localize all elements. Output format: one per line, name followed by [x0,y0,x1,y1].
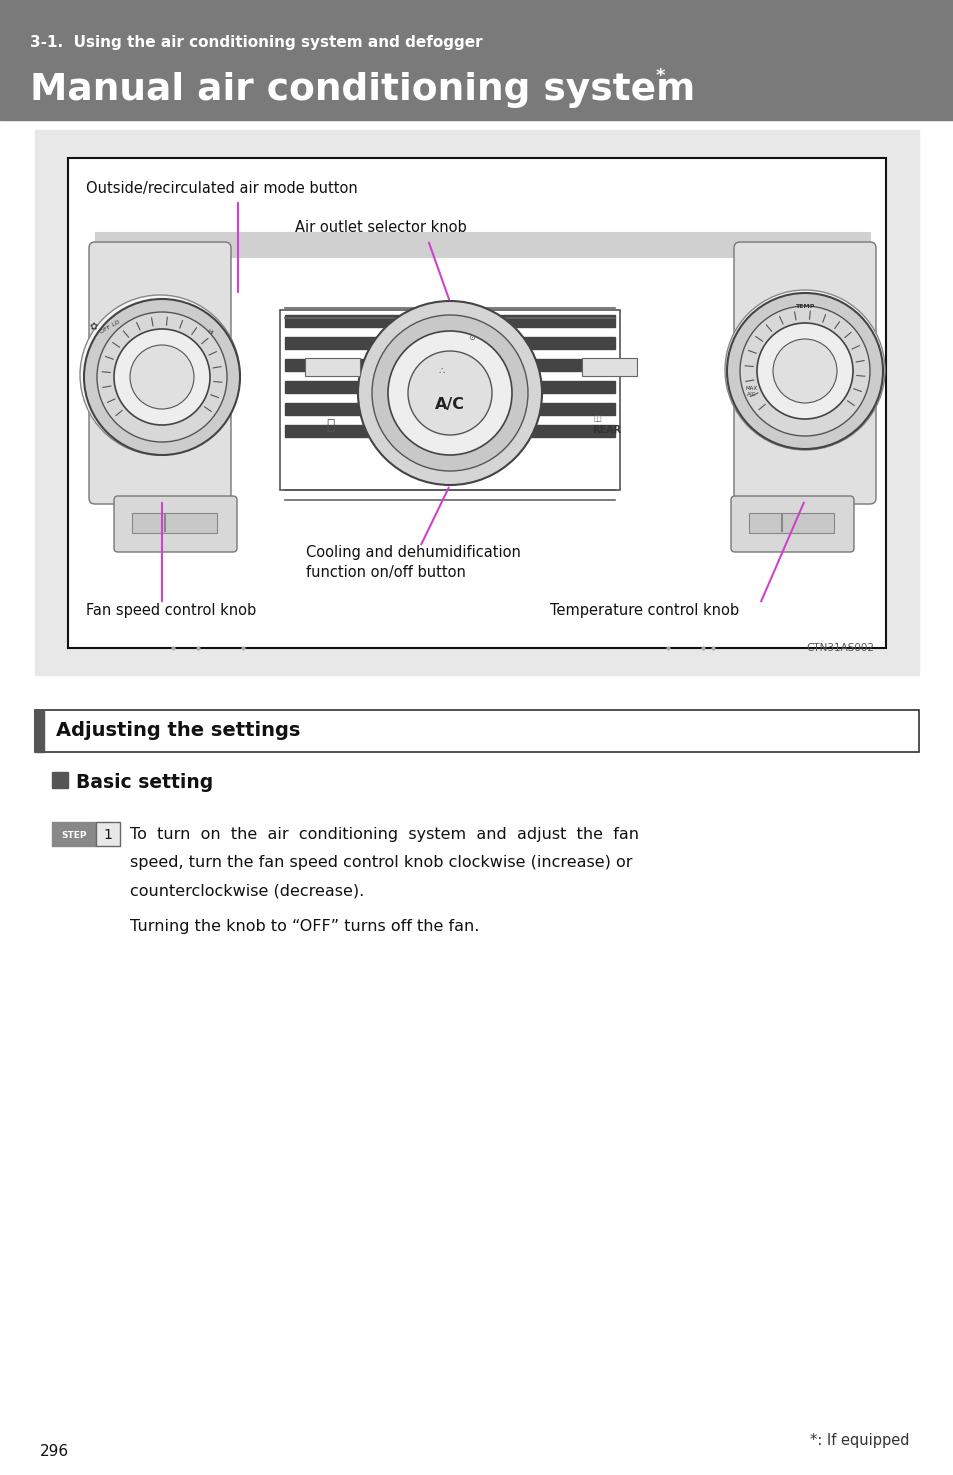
Bar [285,336,615,350]
Circle shape [84,299,240,454]
Text: STEP: STEP [61,830,87,839]
Bar [280,310,619,490]
Text: Fan speed control knob: Fan speed control knob [86,602,256,618]
Bar [285,381,615,392]
Circle shape [113,329,210,425]
Bar [35,130,918,676]
Circle shape [757,323,852,419]
Text: A/C: A/C [435,397,464,413]
Text: Turning the knob to “OFF” turns off the fan.: Turning the knob to “OFF” turns off the … [130,919,478,935]
Circle shape [726,294,882,448]
Text: counterclockwise (decrease).: counterclockwise (decrease). [130,884,364,898]
Text: 1: 1 [104,827,112,842]
Bar [52,771,68,788]
FancyBboxPatch shape [113,496,236,552]
FancyBboxPatch shape [89,242,231,504]
Text: REAR: REAR [592,425,621,435]
Text: To  turn  on  the  air  conditioning  system  and  adjust  the  fan: To turn on the air conditioning system a… [130,827,639,842]
Text: ✿: ✿ [90,322,98,332]
Circle shape [357,301,541,485]
Text: OFF LO: OFF LO [99,319,121,335]
Bar [96,822,120,847]
Text: ⬜⬜: ⬜⬜ [593,414,601,422]
Bar [305,358,359,376]
Text: *: * [656,66,665,86]
Bar [35,709,918,752]
Text: Adjusting the settings: Adjusting the settings [56,721,300,740]
Bar [52,822,96,847]
Bar [748,513,833,532]
Circle shape [408,351,492,435]
Circle shape [372,316,527,471]
Circle shape [772,339,836,403]
Text: Air outlet selector knob: Air outlet selector knob [294,220,466,236]
Text: TEMP: TEMP [795,304,814,308]
Text: CTN31AS002: CTN31AS002 [805,643,873,653]
Text: Temperature control knob: Temperature control knob [550,602,739,618]
Text: 🚗: 🚗 [326,417,334,432]
Bar [581,358,637,376]
Text: Cooling and dehumidification: Cooling and dehumidification [306,546,520,560]
Bar [285,316,615,327]
Text: 296: 296 [40,1444,69,1459]
Text: *: If equipped: *: If equipped [810,1432,909,1447]
Circle shape [388,330,512,454]
Bar [285,403,615,414]
Text: ⊙: ⊙ [468,333,475,342]
Bar [285,425,615,437]
Circle shape [130,345,193,409]
FancyBboxPatch shape [730,496,853,552]
Bar [35,709,44,752]
Circle shape [740,305,869,437]
Text: function on/off button: function on/off button [306,565,465,581]
Text: Manual air conditioning system: Manual air conditioning system [30,72,695,108]
Circle shape [80,295,240,454]
Text: 3-1.  Using the air conditioning system and defogger: 3-1. Using the air conditioning system a… [30,34,482,50]
Bar [0,0,953,119]
FancyBboxPatch shape [733,242,875,504]
Bar [132,513,216,532]
Bar [285,358,615,372]
Text: speed, turn the fan speed control knob clockwise (increase) or: speed, turn the fan speed control knob c… [130,855,632,870]
Bar [95,232,869,257]
Circle shape [724,291,884,450]
Text: HI: HI [206,327,213,336]
Text: ∴: ∴ [438,366,445,376]
Text: Basic setting: Basic setting [76,773,213,792]
Bar [68,158,885,648]
Text: MAX
A/C: MAX A/C [745,385,758,397]
Circle shape [97,313,227,442]
Text: Outside/recirculated air mode button: Outside/recirculated air mode button [86,180,357,196]
